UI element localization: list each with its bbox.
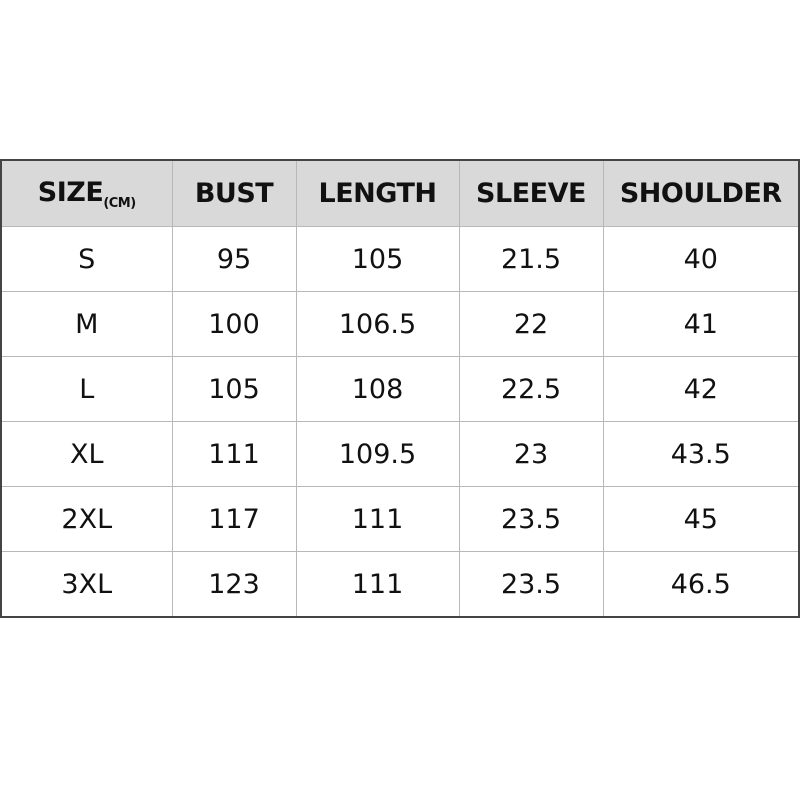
header-cell: BUST bbox=[171, 159, 297, 227]
table-cell: 23 bbox=[458, 421, 604, 487]
table-row: 3XL 123 111 23.5 46.5 bbox=[0, 551, 800, 618]
table-cell: 41 bbox=[602, 291, 800, 357]
table-cell: 2XL bbox=[0, 486, 173, 552]
header-text: SLEEVE bbox=[476, 178, 586, 209]
table-cell: 111 bbox=[295, 551, 460, 618]
table-row: S 95 105 21.5 40 bbox=[0, 226, 800, 292]
header-text: SIZE bbox=[37, 176, 104, 208]
header-cell: SHOULDER bbox=[602, 159, 800, 227]
table-cell: 105 bbox=[171, 356, 297, 422]
table-cell: XL bbox=[0, 421, 173, 487]
header-text: SHOULDER bbox=[619, 178, 782, 209]
table-cell: 111 bbox=[171, 421, 297, 487]
table-row: M 100 106.5 22 41 bbox=[0, 291, 800, 357]
table-cell: 23.5 bbox=[458, 486, 604, 552]
table-cell: 22.5 bbox=[458, 356, 604, 422]
table-cell: 105 bbox=[295, 226, 460, 292]
header-text: BUST bbox=[194, 178, 274, 209]
table-cell: 42 bbox=[602, 356, 800, 422]
header-cell: SIZE(CM) bbox=[0, 159, 173, 227]
table-cell: 111 bbox=[295, 486, 460, 552]
size-chart: SIZE(CM) BUST LENGTH SLEEVE SHOULDER S 95 105 2… bbox=[0, 159, 800, 618]
table-cell: 117 bbox=[171, 486, 297, 552]
table-cell: M bbox=[0, 291, 173, 357]
table-row: 2XL 117 111 23.5 45 bbox=[0, 486, 800, 552]
table-cell: 100 bbox=[171, 291, 297, 357]
table-cell: 46.5 bbox=[602, 551, 800, 618]
table-body: S 95 105 21.5 40 M 100 106.5 22 41 L 105 108 22.5 42 XL… bbox=[0, 226, 800, 618]
table-cell: 22 bbox=[458, 291, 604, 357]
table-cell: 23.5 bbox=[458, 551, 604, 618]
table-cell: 45 bbox=[602, 486, 800, 552]
table-cell: 108 bbox=[295, 356, 460, 422]
header-text: LENGTH bbox=[318, 178, 437, 209]
table-row: XL 111 109.5 23 43.5 bbox=[0, 421, 800, 487]
header-row: SIZE(CM) BUST LENGTH SLEEVE SHOULDER bbox=[0, 159, 800, 227]
table-cell: 95 bbox=[171, 226, 297, 292]
table-cell: S bbox=[0, 226, 173, 292]
table-cell: 123 bbox=[171, 551, 297, 618]
table-cell: 3XL bbox=[0, 551, 173, 618]
table-row: L 105 108 22.5 42 bbox=[0, 356, 800, 422]
header-cell: LENGTH bbox=[295, 159, 460, 227]
table-cell: 109.5 bbox=[295, 421, 460, 487]
table-cell: 21.5 bbox=[458, 226, 604, 292]
header-cell: SLEEVE bbox=[458, 159, 604, 227]
unit-label: (CM) bbox=[103, 195, 136, 211]
table-cell: L bbox=[0, 356, 173, 422]
table-cell: 43.5 bbox=[602, 421, 800, 487]
table-cell: 40 bbox=[602, 226, 800, 292]
table-cell: 106.5 bbox=[295, 291, 460, 357]
